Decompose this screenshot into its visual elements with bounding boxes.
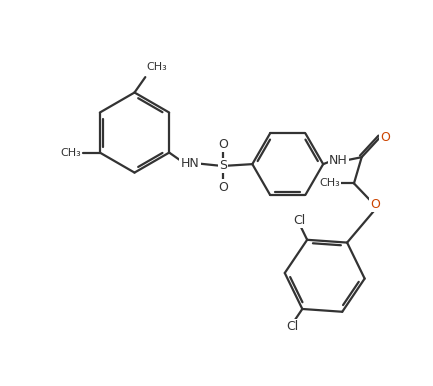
Text: O: O: [381, 131, 391, 144]
Text: O: O: [218, 181, 228, 194]
Text: O: O: [370, 198, 380, 211]
Text: Cl: Cl: [287, 320, 299, 334]
Text: NH: NH: [329, 154, 348, 167]
Text: Cl: Cl: [294, 214, 306, 227]
Text: S: S: [219, 159, 227, 172]
Text: CH₃: CH₃: [147, 63, 168, 73]
Text: O: O: [218, 138, 228, 151]
Text: HN: HN: [181, 157, 199, 170]
Text: CH₃: CH₃: [319, 178, 340, 188]
Text: CH₃: CH₃: [61, 147, 81, 157]
